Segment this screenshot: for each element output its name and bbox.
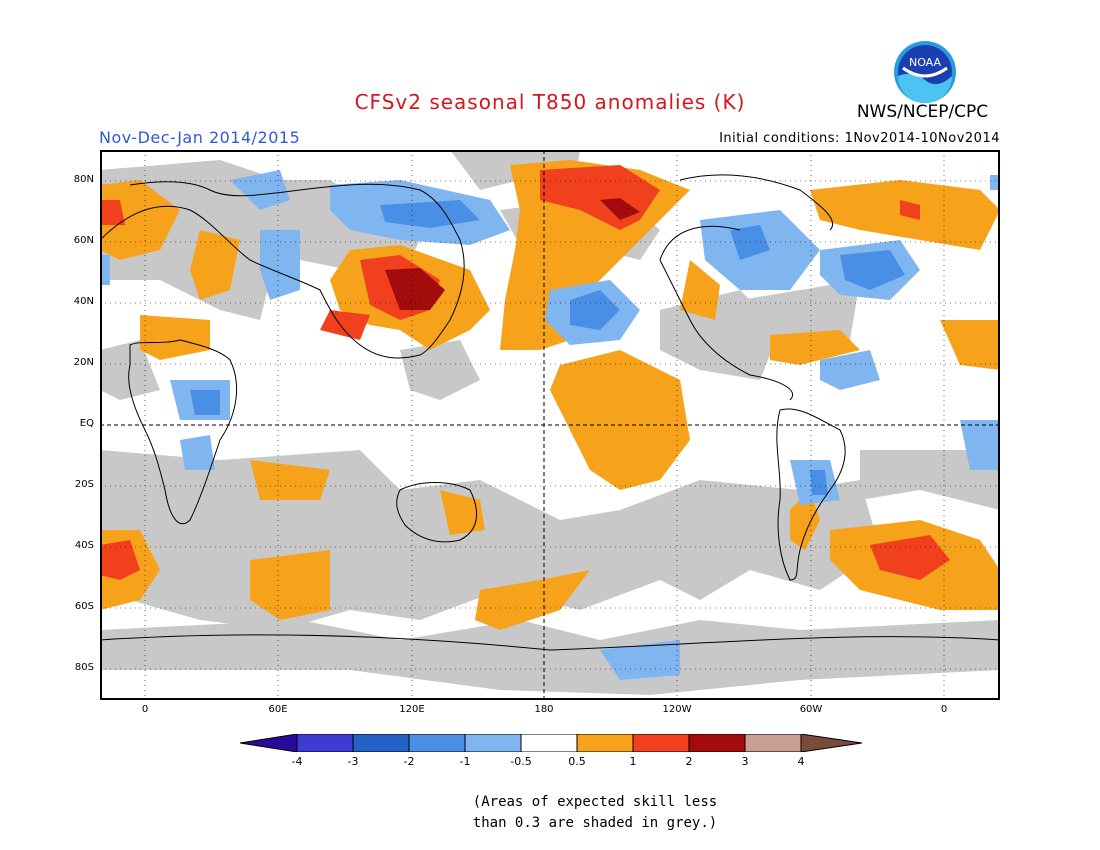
skill-note-line: than 0.3 are shaded in grey.) (472, 815, 718, 831)
lat-label: 60N (73, 235, 94, 246)
colorbar-segment (689, 734, 745, 752)
svg-text:NOAA: NOAA (909, 56, 942, 69)
graticule (100, 150, 1000, 700)
reference-lines (100, 150, 1000, 700)
lon-label: 0 (141, 704, 149, 715)
colorbar-tick: -1 (459, 755, 471, 768)
lon-label: 120E (399, 704, 425, 715)
forecast-period: Nov-Dec-Jan 2014/2015 (99, 128, 301, 147)
lon-label: 0 (940, 704, 948, 715)
lon-label: 180 (534, 704, 554, 715)
lat-label: 80N (73, 174, 94, 185)
initial-conditions: Initial conditions: 1Nov2014-10Nov2014 (719, 131, 1000, 146)
colorbar-segment (409, 734, 465, 752)
lon-label: 120W (662, 704, 692, 715)
colorbar-tick: 0.5 (568, 755, 586, 768)
colorbar-segment (633, 734, 689, 752)
colorbar (240, 734, 862, 752)
colorbar-tick: -4 (291, 755, 303, 768)
coastlines (100, 174, 1000, 651)
skill-note: (Areas of expected skill less than 0.3 a… (430, 792, 760, 834)
lat-label: 20S (74, 479, 94, 490)
colorbar-tick: 3 (741, 755, 749, 768)
colorbar-segment (801, 734, 862, 752)
lat-label: 40N (73, 296, 94, 307)
colorbar-segment (521, 734, 577, 752)
chart-title: CFSv2 seasonal T850 anomalies (K) (354, 90, 746, 114)
lon-label: 60E (268, 704, 288, 715)
lat-label: 60S (74, 601, 94, 612)
colorbar-segment (353, 734, 409, 752)
colorbar-tick: -2 (403, 755, 415, 768)
lat-label: 80S (74, 662, 94, 673)
colorbar-segment (745, 734, 801, 752)
lon-label: 60W (799, 704, 823, 715)
negative-anomaly-1-2 (190, 200, 905, 495)
colorbar-tick: 1 (629, 755, 637, 768)
anomaly-map (100, 150, 1000, 700)
lat-label: EQ (79, 418, 94, 429)
colorbar-segment (465, 734, 521, 752)
positive-anomaly-2-3 (385, 198, 640, 310)
colorbar-segment (577, 734, 633, 752)
lat-label: 40S (74, 540, 94, 551)
map-frame (100, 150, 1000, 700)
colorbar-tick: -0.5 (510, 755, 532, 768)
colorbar-tick: -3 (347, 755, 359, 768)
colorbar-segment (297, 734, 353, 752)
agency-label: NWS/NCEP/CPC (856, 102, 989, 122)
colorbar-tick: 2 (685, 755, 693, 768)
noaa-logo-icon: NOAA (894, 41, 956, 103)
skill-note-line: (Areas of expected skill less (472, 794, 718, 810)
colorbar-tick: 4 (797, 755, 805, 768)
lat-label: 20N (73, 357, 94, 368)
colorbar-segment (240, 734, 297, 752)
